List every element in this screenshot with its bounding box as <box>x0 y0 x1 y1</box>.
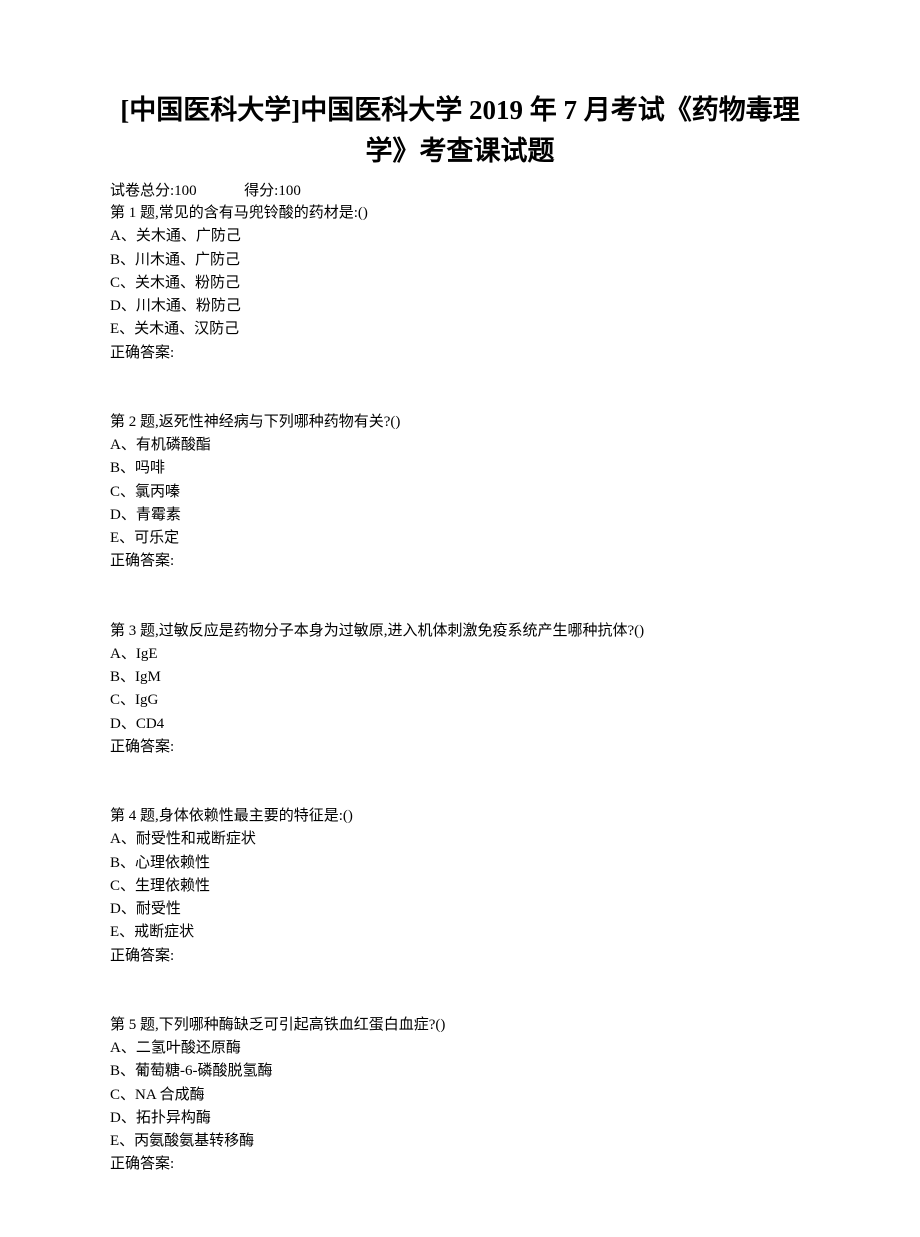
option-d: D、拓扑异构酶 <box>110 1107 810 1130</box>
question-prompt: 第 4 题,身体依赖性最主要的特征是:() <box>110 805 810 828</box>
option-b: B、川木通、广防己 <box>110 249 810 272</box>
option-c: C、氯丙嗪 <box>110 481 810 504</box>
option-e: E、关木通、汉防己 <box>110 318 810 341</box>
option-d: D、青霉素 <box>110 504 810 527</box>
option-a: A、关木通、广防己 <box>110 225 810 248</box>
answer-label: 正确答案: <box>110 1153 810 1176</box>
obtained-score-label: 得分:100 <box>244 179 301 200</box>
option-b: B、心理依赖性 <box>110 852 810 875</box>
question-prompt: 第 2 题,返死性神经病与下列哪种药物有关?() <box>110 411 810 434</box>
option-d: D、CD4 <box>110 713 810 736</box>
option-e: E、可乐定 <box>110 527 810 550</box>
option-c: C、生理依赖性 <box>110 875 810 898</box>
question-gap <box>110 759 810 805</box>
option-e: E、丙氨酸氨基转移酶 <box>110 1130 810 1153</box>
answer-label: 正确答案: <box>110 736 810 759</box>
question-2: 第 2 题,返死性神经病与下列哪种药物有关?() A、有机磷酸酯 B、吗啡 C、… <box>110 411 810 574</box>
question-gap <box>110 968 810 1014</box>
option-a: A、IgE <box>110 643 810 666</box>
option-c: C、IgG <box>110 689 810 712</box>
question-prompt: 第 1 题,常见的含有马兜铃酸的药材是:() <box>110 202 810 225</box>
option-d: D、耐受性 <box>110 898 810 921</box>
option-a: A、二氢叶酸还原酶 <box>110 1037 810 1060</box>
answer-label: 正确答案: <box>110 342 810 365</box>
option-c: C、关木通、粉防己 <box>110 272 810 295</box>
option-c: C、NA 合成酶 <box>110 1084 810 1107</box>
option-b: B、葡萄糖-6-磷酸脱氢酶 <box>110 1060 810 1083</box>
question-1: 第 1 题,常见的含有马兜铃酸的药材是:() A、关木通、广防己 B、川木通、广… <box>110 202 810 365</box>
question-prompt: 第 5 题,下列哪种酶缺乏可引起高铁血红蛋白血症?() <box>110 1014 810 1037</box>
option-a: A、耐受性和戒断症状 <box>110 828 810 851</box>
question-gap <box>110 365 810 411</box>
question-gap <box>110 574 810 620</box>
option-e: E、戒断症状 <box>110 921 810 944</box>
exam-title: [中国医科大学]中国医科大学 2019 年 7 月考试《药物毒理学》考查课试题 <box>110 90 810 171</box>
score-line: 试卷总分:100 得分:100 <box>110 179 810 200</box>
option-a: A、有机磷酸酯 <box>110 434 810 457</box>
question-3: 第 3 题,过敏反应是药物分子本身为过敏原,进入机体刺激免疫系统产生哪种抗体?(… <box>110 620 810 760</box>
answer-label: 正确答案: <box>110 550 810 573</box>
option-b: B、IgM <box>110 666 810 689</box>
question-4: 第 4 题,身体依赖性最主要的特征是:() A、耐受性和戒断症状 B、心理依赖性… <box>110 805 810 968</box>
question-prompt: 第 3 题,过敏反应是药物分子本身为过敏原,进入机体刺激免疫系统产生哪种抗体?(… <box>110 620 810 643</box>
answer-label: 正确答案: <box>110 945 810 968</box>
question-5: 第 5 题,下列哪种酶缺乏可引起高铁血红蛋白血症?() A、二氢叶酸还原酶 B、… <box>110 1014 810 1177</box>
option-b: B、吗啡 <box>110 457 810 480</box>
option-d: D、川木通、粉防己 <box>110 295 810 318</box>
total-score-label: 试卷总分:100 <box>110 179 197 200</box>
